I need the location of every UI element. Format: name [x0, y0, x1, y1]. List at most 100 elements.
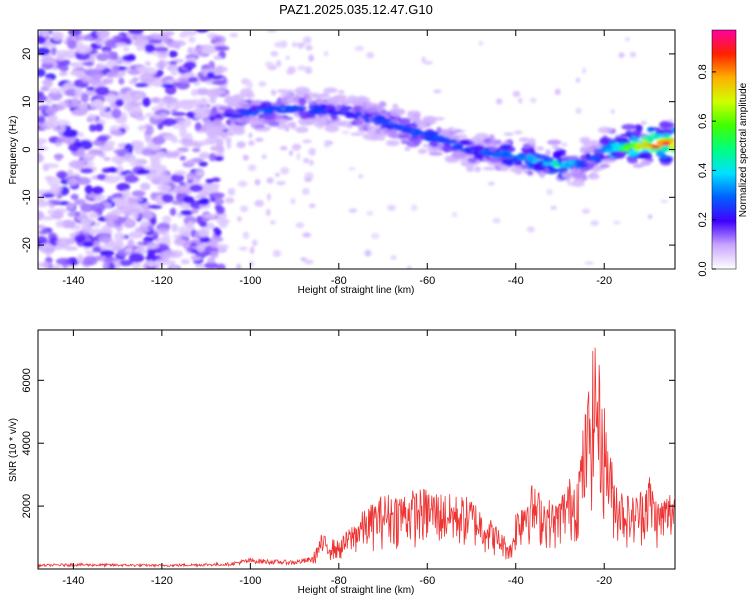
heatmap-cell — [82, 241, 95, 248]
heatmap-cell — [153, 47, 169, 52]
heatmap-cell — [513, 130, 523, 135]
heatmap-cell — [575, 77, 581, 83]
heatmap-cell — [510, 166, 523, 173]
x-tick-label: -120 — [151, 575, 173, 587]
heatmap-cell — [487, 181, 495, 186]
heatmap-cell — [338, 108, 349, 111]
heatmap-cell — [446, 139, 458, 144]
heatmap-cell — [68, 142, 81, 152]
heatmap-cell — [96, 30, 110, 39]
heatmap-cell — [383, 129, 397, 134]
heatmap-cell — [173, 234, 182, 239]
heatmap-cell — [179, 103, 190, 109]
heatmap-cell — [600, 140, 610, 145]
heatmap-cell — [659, 120, 671, 129]
heatmap-cell — [423, 60, 434, 65]
heatmap-cell — [111, 197, 126, 203]
heatmap-cell — [428, 152, 443, 156]
heatmap-cell — [55, 138, 65, 144]
heatmap-cell — [207, 257, 216, 264]
heatmap-cell — [132, 77, 139, 82]
heatmap-cell — [627, 159, 639, 164]
heatmap-cell — [52, 31, 64, 42]
heatmap-cell — [48, 88, 62, 94]
heatmap-cell — [153, 259, 166, 267]
heatmap-cell — [324, 104, 336, 111]
heatmap-cell — [150, 217, 157, 226]
heatmap-cell — [315, 98, 325, 106]
heatmap-cell — [189, 184, 203, 192]
heatmap-cell — [56, 237, 71, 248]
heatmap-cell — [285, 55, 290, 60]
heatmap-cell — [157, 184, 172, 192]
heatmap-cell — [597, 126, 613, 134]
heatmap-cell — [547, 139, 562, 146]
heatmap-cell — [128, 30, 144, 35]
heatmap-cell — [70, 109, 87, 116]
heatmap-cell — [38, 236, 48, 245]
heatmap-cell — [298, 97, 307, 106]
heatmap-cell — [518, 153, 525, 159]
heatmap-cell — [103, 156, 111, 162]
heatmap-cell — [582, 139, 592, 147]
heatmap-cell — [554, 88, 561, 96]
heatmap-cell — [233, 126, 243, 132]
heatmap-cell — [301, 187, 310, 195]
heatmap-cell — [180, 259, 190, 265]
heatmap-cell — [654, 130, 665, 135]
heatmap-cell — [425, 118, 437, 125]
colorbar-ticks: 0.0 0.2 0.4 0.6 0.8 — [697, 64, 716, 277]
heatmap-cell — [216, 263, 226, 269]
x-tick-label: -140 — [62, 275, 84, 287]
heatmap-cell — [183, 215, 197, 225]
heatmap-cell — [123, 46, 130, 52]
heatmap-cell — [460, 159, 469, 166]
heatmap-cell — [91, 81, 107, 87]
heatmap-cell — [145, 242, 160, 250]
heatmap-cell — [304, 259, 314, 265]
spectrogram-y-axis-label: Frequency (Hz) — [8, 116, 19, 185]
heatmap-cell — [285, 116, 294, 121]
heatmap-cell — [94, 196, 103, 202]
heatmap-cell — [580, 145, 586, 154]
heatmap-cell — [582, 208, 591, 214]
heatmap-cell — [354, 45, 365, 52]
heatmap-cell — [348, 166, 356, 171]
heatmap-cell — [160, 112, 168, 119]
heatmap-cell — [587, 173, 600, 180]
heatmap-cell — [260, 101, 272, 107]
heatmap-cell — [203, 118, 212, 126]
heatmap-cell — [304, 118, 314, 122]
heatmap-cell — [575, 163, 581, 169]
heatmap-cell — [106, 71, 116, 78]
heatmap-cell — [140, 182, 151, 191]
heatmap-cell — [87, 113, 97, 122]
heatmap-cell — [62, 129, 78, 138]
heatmap-cell — [38, 36, 46, 45]
heatmap-cell — [221, 133, 235, 137]
heatmap-cell — [175, 184, 192, 194]
heatmap-cell — [481, 152, 488, 156]
heatmap-cell — [402, 129, 411, 134]
heatmap-cell — [182, 229, 192, 238]
x-tick-label: -60 — [419, 275, 435, 287]
heatmap-cell — [350, 97, 365, 106]
heatmap-cell — [196, 140, 211, 146]
heatmap-cell — [56, 170, 68, 179]
heatmap-cell — [208, 153, 217, 162]
heatmap-cell — [263, 111, 268, 115]
heatmap-cell — [388, 121, 394, 126]
heatmap-cell — [240, 101, 249, 105]
heatmap-cell — [163, 177, 170, 185]
heatmap-cell — [119, 36, 131, 43]
colorbar-tick-label: 0.2 — [697, 212, 709, 227]
heatmap-cell — [91, 202, 106, 213]
heatmap-cell — [172, 81, 181, 88]
heatmap-cell — [552, 150, 562, 159]
heatmap-cell — [294, 86, 310, 95]
heatmap-cell — [170, 265, 178, 269]
colorbar-gradient — [711, 29, 737, 270]
heatmap-cell — [99, 144, 115, 152]
heatmap-cell — [96, 174, 107, 180]
heatmap-cell — [529, 97, 537, 104]
